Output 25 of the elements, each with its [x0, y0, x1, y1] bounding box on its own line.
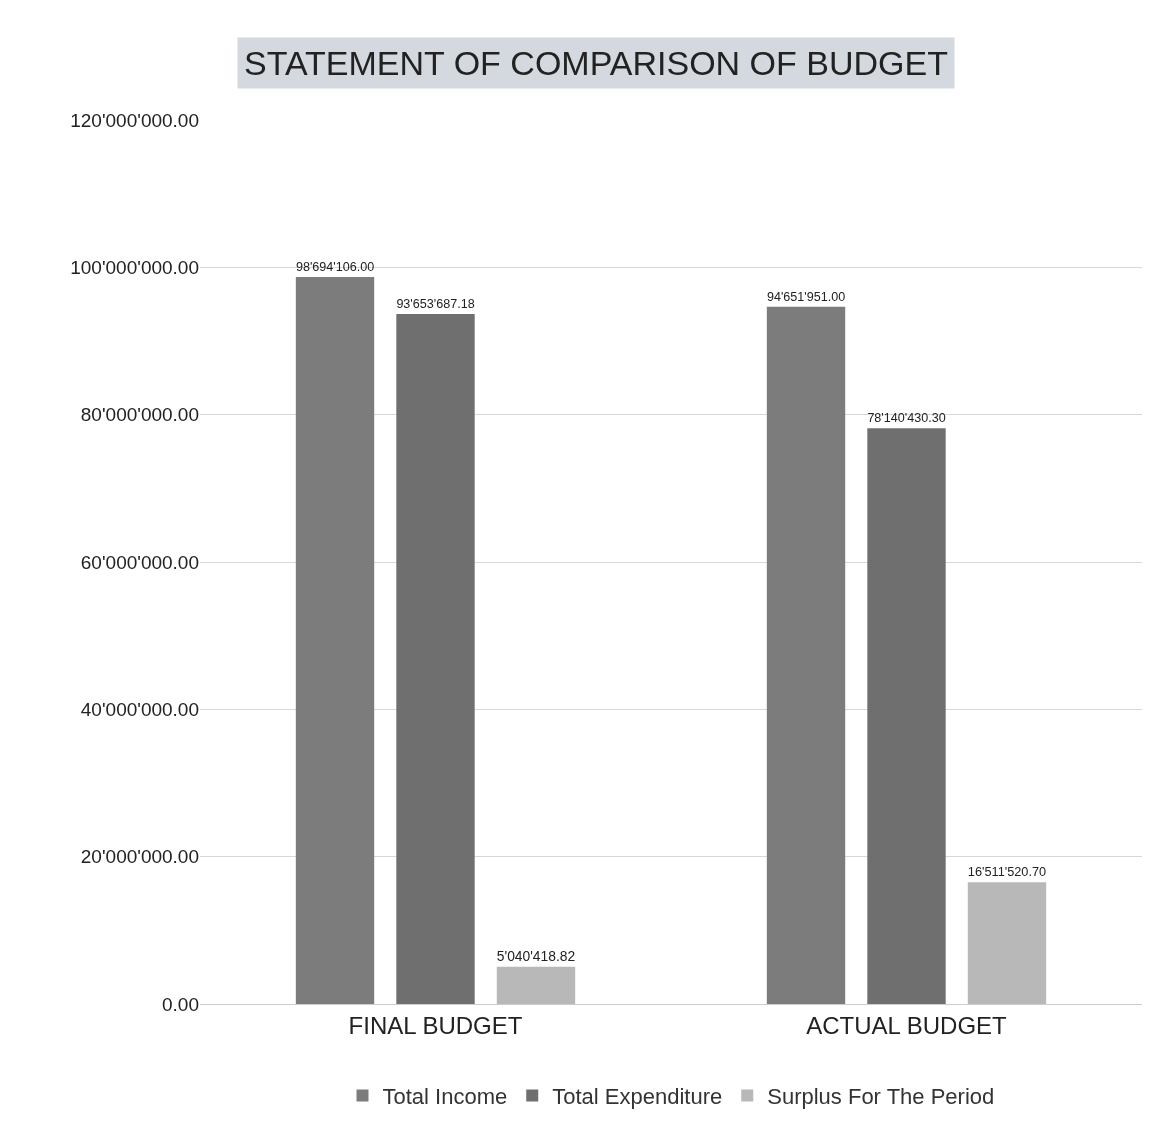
y-tick-label: 0.00: [162, 993, 199, 1015]
data-label: 98'694'106.00: [295, 259, 375, 274]
y-tick-label: 120'000'000.00: [70, 109, 199, 131]
bar: [766, 306, 846, 1004]
y-tick-label: 20'000'000.00: [80, 846, 199, 868]
y-tick-label: 100'000'000.00: [70, 256, 199, 278]
bar: [967, 882, 1047, 1004]
chart-title: STATEMENT OF COMPARISON OF BUDGET: [244, 44, 948, 82]
y-tick-label: 80'000'000.00: [80, 404, 199, 426]
legend-label: Total Income: [382, 1084, 508, 1110]
bar: [396, 314, 475, 1004]
data-label: 78'140'430.30: [867, 411, 946, 426]
x-tick-label: ACTUAL BUDGET: [806, 1011, 1008, 1039]
data-label: 16'511'520.70: [967, 864, 1047, 880]
data-label: 5'040'418.82: [496, 947, 576, 964]
data-label: 94'651'951.00: [766, 289, 846, 304]
legend-label: Total Expenditure: [552, 1084, 723, 1110]
x-tick-label: FINAL BUDGET: [348, 1011, 523, 1039]
y-tick-label: 40'000'000.00: [80, 698, 199, 720]
bar: [496, 966, 576, 1004]
bar: [867, 428, 946, 1004]
legend-label: Surplus For The Period: [767, 1084, 995, 1110]
bar: [295, 276, 375, 1004]
data-label: 93'653'687.18: [396, 297, 475, 312]
y-tick-label: 60'000'000.00: [80, 551, 199, 573]
